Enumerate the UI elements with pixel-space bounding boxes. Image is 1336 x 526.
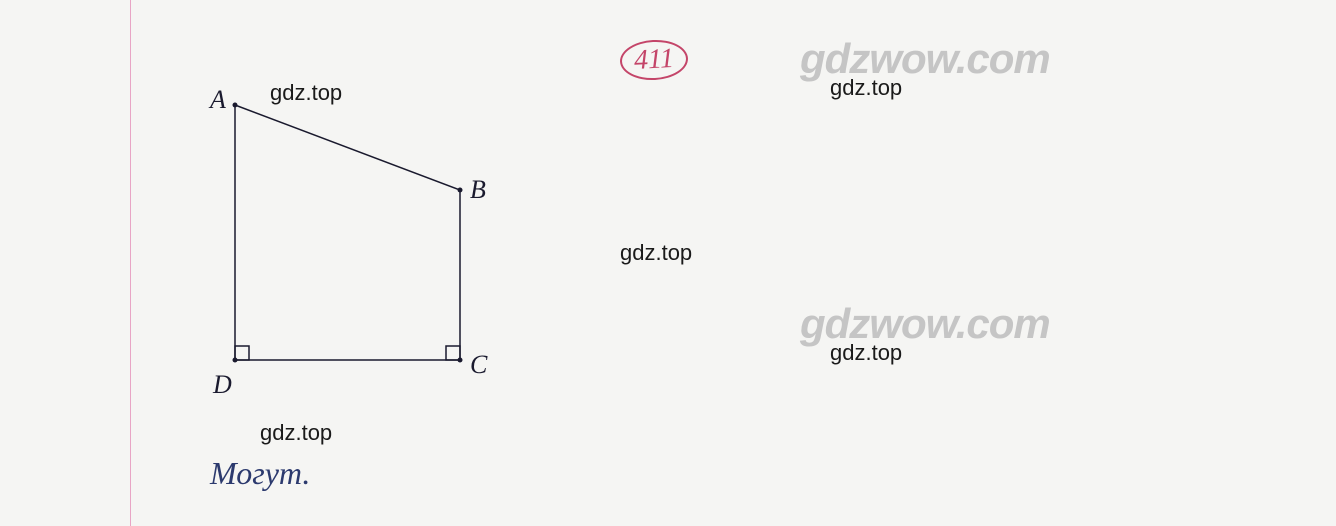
vertex-label-a: A <box>210 85 226 115</box>
right-angle-d <box>235 346 249 360</box>
margin-line <box>130 0 131 526</box>
watermark-small-3: gdz.top <box>260 420 332 446</box>
geometry-diagram: A B C D <box>225 95 505 395</box>
quadrilateral-svg <box>225 95 505 395</box>
watermark-small-1: gdz.top <box>270 80 342 106</box>
watermark-small-2: gdz.top <box>620 240 692 266</box>
quadrilateral-shape <box>235 105 460 360</box>
vertex-a-point <box>233 103 238 108</box>
answer-text: Могут. <box>210 455 310 492</box>
watermark-small-5: gdz.top <box>830 340 902 366</box>
vertex-label-d: D <box>213 370 232 400</box>
vertex-label-b: B <box>470 175 486 205</box>
problem-number: 411 <box>619 38 689 81</box>
vertex-b-point <box>458 188 463 193</box>
right-angle-c <box>446 346 460 360</box>
vertex-label-c: C <box>470 350 487 380</box>
watermark-small-4: gdz.top <box>830 75 902 101</box>
